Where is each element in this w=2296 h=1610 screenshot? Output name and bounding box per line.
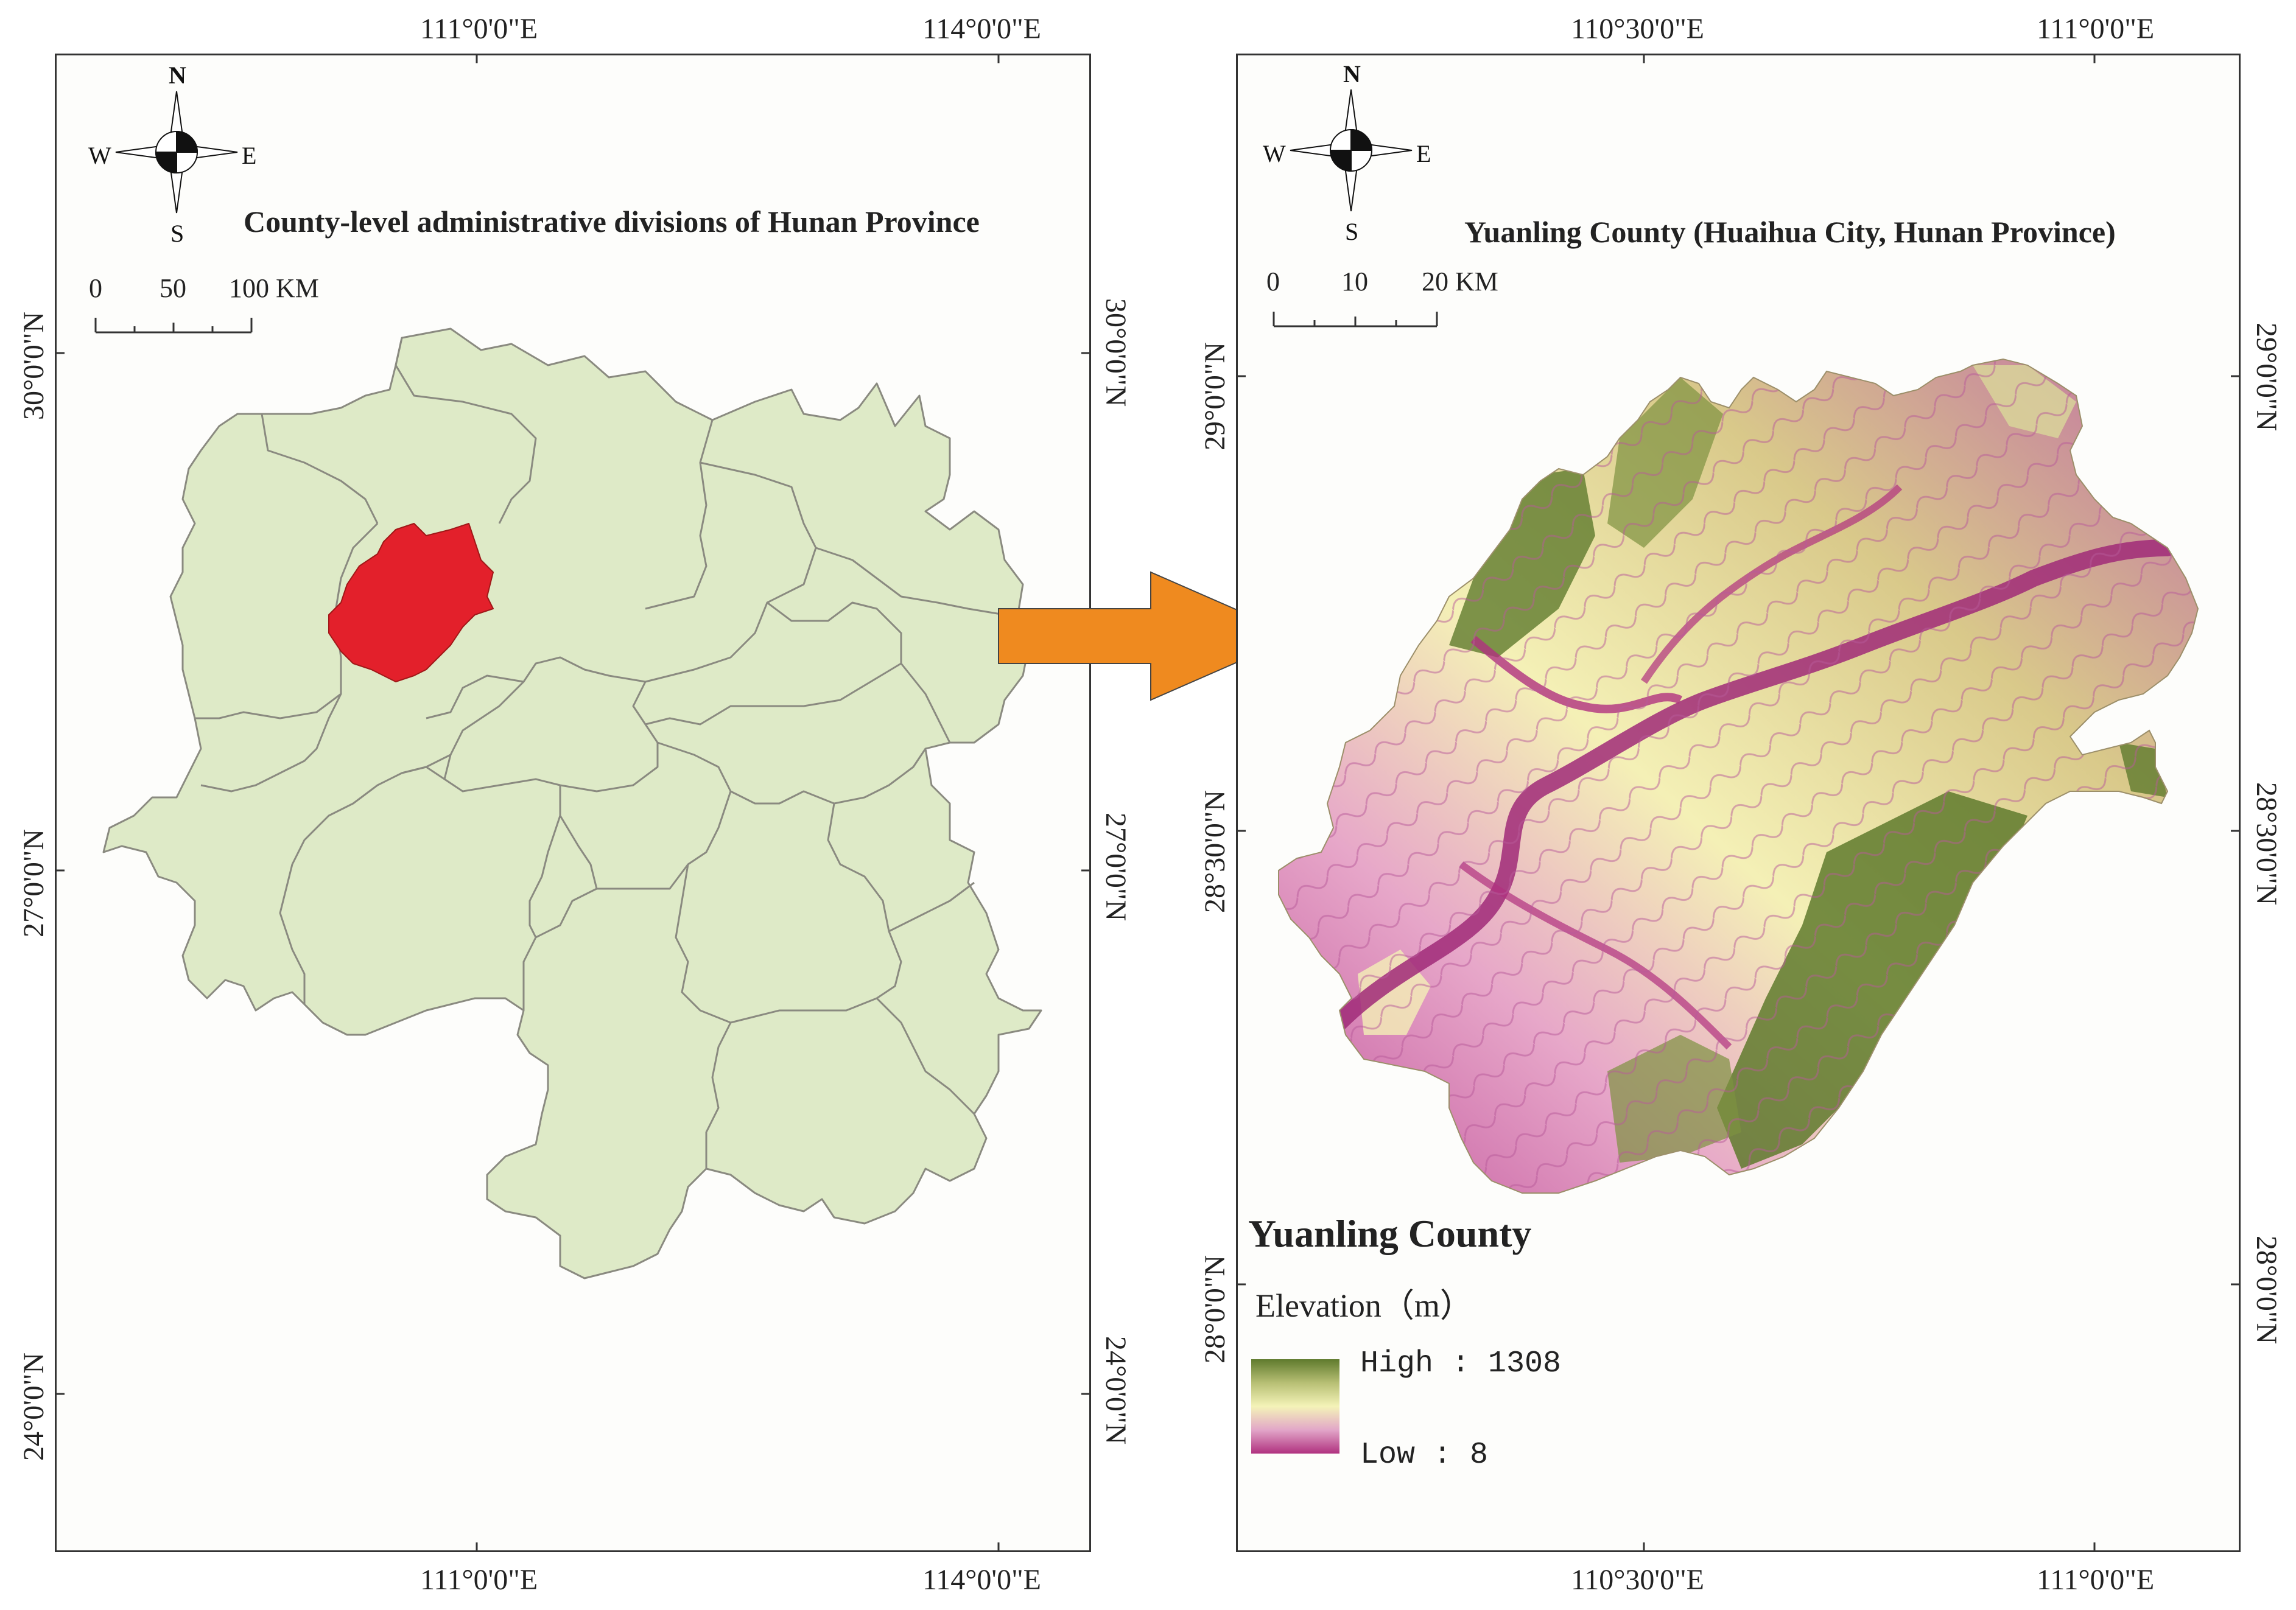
left-scale-label-50: 50 bbox=[160, 273, 186, 303]
right-top-tick-1: 110°30'0"E bbox=[1571, 13, 1704, 45]
location-arrow-icon bbox=[998, 571, 1299, 701]
right-compass-rose-icon bbox=[1290, 89, 1413, 212]
left-compass-s: S bbox=[170, 220, 184, 247]
right-compass-e: E bbox=[1416, 140, 1431, 167]
right-bottom-tick-1: 110°30'0"E bbox=[1571, 1564, 1704, 1596]
right-scale-bar bbox=[1273, 312, 1438, 327]
left-compass-rose-icon bbox=[115, 91, 238, 214]
legend-low-label: Low : 8 bbox=[1360, 1438, 1489, 1472]
legend-subtitle: Elevation（m） bbox=[1255, 1287, 1473, 1324]
yuanling-highlight bbox=[328, 523, 494, 682]
legend-high-label: High : 1308 bbox=[1360, 1346, 1562, 1381]
right-scale-label-0: 0 bbox=[1266, 267, 1280, 296]
left-scale-label-0: 0 bbox=[89, 273, 102, 303]
left-compass-e: E bbox=[242, 142, 257, 169]
left-top-tick-2: 114°0'0"E bbox=[922, 13, 1041, 45]
hunan-province-outline bbox=[102, 327, 1042, 1279]
left-compass-n: N bbox=[169, 61, 186, 89]
left-bottom-tick-2: 114°0'0"E bbox=[922, 1564, 1041, 1596]
left-map-title: County-level administrative divisions of… bbox=[244, 205, 980, 239]
hunan-province-map bbox=[102, 327, 1042, 1279]
right-compass-n: N bbox=[1343, 60, 1361, 88]
left-bottom-tick-1: 111°0'0"E bbox=[420, 1564, 538, 1596]
right-compass-s: S bbox=[1345, 218, 1359, 245]
left-scale-label-100: 100 KM bbox=[229, 273, 319, 303]
right-scale-label-10: 10 bbox=[1341, 267, 1368, 296]
left-top-tick-1: 111°0'0"E bbox=[420, 13, 538, 45]
right-bottom-tick-2: 111°0'0"E bbox=[2037, 1564, 2155, 1596]
left-scale-bar bbox=[94, 318, 253, 334]
right-compass-w: W bbox=[1263, 140, 1286, 167]
left-compass-w: W bbox=[88, 142, 111, 169]
right-map-title: Yuanling County (Huaihua City, Hunan Pro… bbox=[1464, 215, 2116, 249]
elevation-legend-ramp bbox=[1251, 1359, 1339, 1454]
legend-title: Yuanling County bbox=[1248, 1212, 1532, 1255]
right-scale-label-20: 20 KM bbox=[1422, 267, 1498, 296]
right-top-tick-2: 111°0'0"E bbox=[2037, 13, 2155, 45]
